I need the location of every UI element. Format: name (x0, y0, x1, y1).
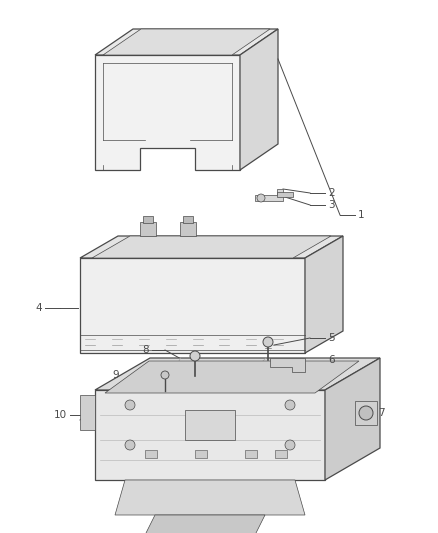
Text: 5: 5 (328, 333, 335, 343)
Polygon shape (92, 236, 331, 258)
Text: 10: 10 (54, 410, 67, 420)
Text: 4: 4 (35, 303, 42, 313)
Circle shape (257, 194, 265, 202)
Bar (143, 216, 153, 223)
Polygon shape (145, 515, 265, 533)
Polygon shape (355, 401, 377, 425)
Polygon shape (80, 395, 95, 430)
Polygon shape (95, 390, 325, 480)
Text: 1: 1 (358, 210, 364, 220)
Circle shape (125, 440, 135, 450)
Circle shape (359, 406, 373, 420)
Circle shape (263, 337, 273, 347)
Polygon shape (270, 358, 305, 372)
Text: 3: 3 (328, 200, 335, 210)
Polygon shape (95, 29, 278, 55)
Circle shape (125, 400, 135, 410)
Bar (145, 450, 157, 458)
Bar (245, 450, 257, 458)
Bar (140, 222, 156, 236)
Circle shape (285, 400, 295, 410)
Bar (275, 450, 287, 458)
Polygon shape (95, 358, 380, 390)
Polygon shape (95, 55, 240, 170)
Text: 9: 9 (113, 370, 119, 380)
Bar (195, 450, 207, 458)
Bar (180, 222, 196, 236)
Polygon shape (103, 29, 270, 55)
Polygon shape (277, 192, 293, 197)
Circle shape (285, 440, 295, 450)
Polygon shape (185, 410, 235, 440)
Text: 8: 8 (142, 345, 149, 355)
Text: 7: 7 (378, 408, 385, 418)
Polygon shape (305, 236, 343, 353)
Polygon shape (80, 258, 305, 353)
Polygon shape (115, 480, 305, 515)
Circle shape (161, 371, 169, 379)
Polygon shape (80, 236, 343, 258)
Bar (183, 216, 193, 223)
Text: 2: 2 (328, 188, 335, 198)
Polygon shape (105, 361, 359, 393)
Circle shape (190, 351, 200, 361)
Polygon shape (325, 358, 380, 480)
Text: 6: 6 (328, 355, 335, 365)
Polygon shape (240, 29, 278, 170)
Polygon shape (255, 189, 283, 201)
